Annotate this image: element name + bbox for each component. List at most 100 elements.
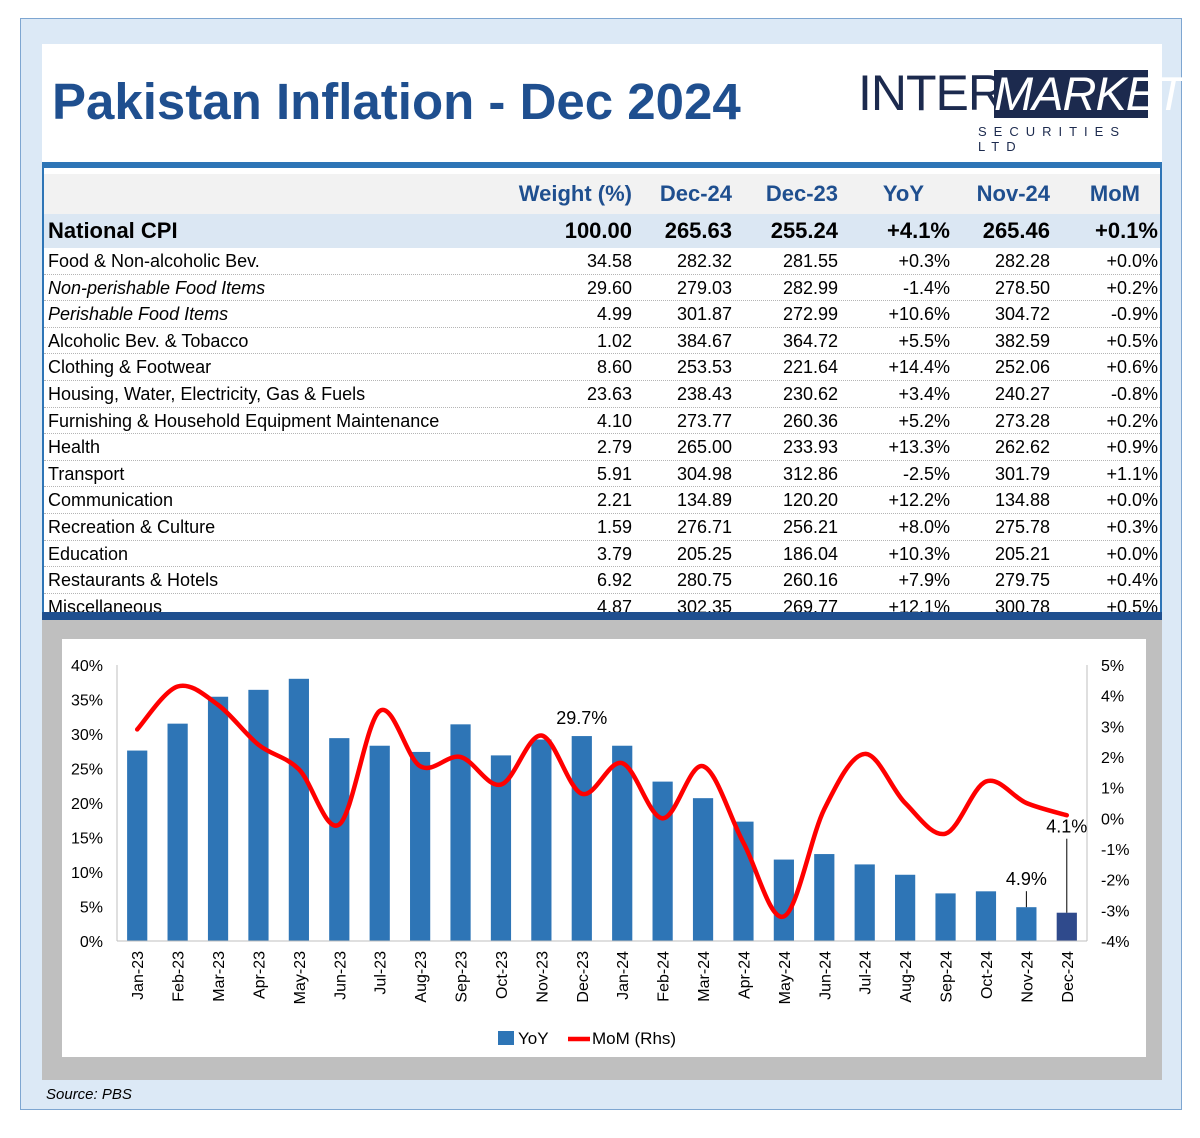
header-yoy: YoY (882, 181, 924, 206)
cell-nov24: 301.79 (994, 463, 1050, 484)
table-row: Food & Non-alcoholic Bev. 34.58 282.32 281.… (44, 248, 1160, 275)
cell-dec24: 205.25 (676, 543, 732, 564)
row-label: Transport (48, 463, 125, 484)
yoy-bar (207, 696, 229, 941)
cell-nov24: 278.50 (994, 277, 1050, 298)
cell-weight: 3.79 (596, 543, 632, 564)
yoy-bar (410, 751, 431, 941)
x-tick-label: Sep-24 (939, 951, 956, 1003)
cell-weight: 8.60 (596, 357, 632, 378)
table-row: Health 2.79 265.00 233.93 +13.3% 262.62 +0.9% (44, 434, 1160, 461)
x-tick-label: Jun-23 (332, 951, 349, 1000)
y-right-tick-label: 3% (1101, 719, 1124, 736)
cell-mom: +0.5% (1106, 596, 1158, 617)
cell-dec23: 312.86 (782, 463, 838, 484)
table-bottom-rule (42, 612, 1162, 620)
cell-mom: +0.6% (1106, 357, 1158, 378)
cell-mom: +0.0% (1106, 490, 1158, 511)
row-label: Non-perishable Food Items (48, 277, 266, 298)
cell-dec23: 282.99 (782, 277, 838, 298)
cell-nov24: 300.78 (994, 596, 1050, 617)
cell-dec24: 253.53 (676, 357, 732, 378)
y-right-tick-label: -2% (1101, 873, 1129, 890)
cell-dec24: 273.77 (676, 410, 732, 431)
row-label: Communication (48, 490, 174, 511)
cell-nov24: 275.78 (994, 517, 1050, 537)
x-tick-label: Dec-24 (1060, 951, 1077, 1003)
national-nov24: 265.46 (982, 218, 1050, 243)
cpi-table: Weight (%) Dec-24 Dec-23 YoY Nov-24 MoM … (42, 162, 1162, 621)
y-left-tick-label: 20% (71, 796, 103, 813)
cell-weight: 23.63 (586, 384, 632, 404)
cell-nov24: 279.75 (994, 570, 1050, 591)
cell-weight: 4.99 (596, 304, 632, 325)
national-dec23: 255.24 (770, 218, 838, 243)
row-label: Food & Non-alcoholic Bev. (48, 251, 260, 271)
row-label: Education (48, 543, 129, 564)
mom-line (134, 683, 1070, 919)
header-dec24: Dec-24 (659, 181, 732, 206)
cell-weight: 1.59 (596, 517, 632, 537)
national-yoy: +4.1% (887, 218, 950, 243)
table-row: Transport 5.91 304.98 312.86 -2.5% 301.79 +1.1… (44, 461, 1160, 488)
cell-weight: 6.92 (596, 570, 632, 591)
y-left-tick-label: 40% (71, 658, 103, 675)
y-left-tick-label: 0% (80, 934, 103, 951)
x-tick-label: Aug-24 (898, 951, 915, 1003)
cell-dec24: 384.67 (676, 330, 732, 351)
y-left-tick-label: 35% (71, 693, 103, 710)
yoy-bar (167, 723, 188, 941)
cell-nov24: 240.27 (994, 384, 1050, 404)
x-tick-label: Jul-23 (373, 951, 390, 995)
cell-yoy: +12.2% (888, 490, 950, 511)
cell-yoy: +8.0% (898, 517, 950, 537)
yoy-bar (935, 893, 956, 941)
cell-weight: 29.60 (586, 277, 632, 298)
row-label: Recreation & Culture (48, 517, 216, 537)
x-tick-label: Apr-24 (736, 951, 753, 999)
x-tick-label: Sep-23 (454, 951, 471, 1003)
row-label: Health (48, 437, 101, 458)
x-tick-label: Feb-24 (656, 951, 673, 1002)
yoy-bar (854, 864, 875, 941)
yoy-bar (288, 678, 309, 941)
yoy-bar (127, 750, 148, 941)
y-right-tick-label: -3% (1101, 903, 1129, 920)
yoy-bar (1056, 912, 1077, 941)
y-right-tick-label: -1% (1101, 842, 1129, 859)
cell-mom: +0.0% (1106, 543, 1158, 564)
cell-mom: +0.9% (1106, 437, 1158, 458)
cell-mom: -0.8% (1110, 384, 1158, 404)
cell-dec24: 302.35 (676, 596, 732, 617)
cell-nov24: 252.06 (994, 357, 1050, 378)
row-label: Furnishing & Household Equipment Mainten… (48, 410, 440, 431)
cell-nov24: 282.28 (994, 251, 1050, 271)
row-label: Restaurants & Hotels (48, 570, 219, 591)
cell-weight: 2.79 (596, 437, 632, 458)
chart-area: 0% 5% 10% 15% 20% 25% 30% 35% 40% -4% -3% -2% -1% 0% 1… (62, 639, 1146, 1057)
x-tick-label: Apr-23 (251, 951, 268, 999)
cell-dec24: 280.75 (676, 570, 732, 591)
x-tick-label: Nov-23 (534, 951, 551, 1003)
header-nov24: Nov-24 (976, 181, 1050, 206)
yoy-bar (773, 859, 794, 941)
y-left-tick-label: 5% (80, 900, 103, 917)
cell-yoy: +0.3% (898, 251, 950, 271)
cell-dec23: 233.93 (782, 437, 838, 458)
y-right-tick-label: 4% (1101, 689, 1124, 706)
yoy-bar (248, 689, 269, 941)
cell-nov24: 134.88 (994, 490, 1050, 511)
cell-dec23: 269.77 (782, 596, 838, 617)
cell-mom: +0.3% (1106, 517, 1158, 537)
cell-mom: -0.9% (1110, 304, 1158, 325)
yoy-bar (814, 854, 835, 941)
cell-nov24: 382.59 (994, 330, 1050, 351)
cell-dec24: 134.89 (676, 490, 732, 511)
cell-mom: +1.1% (1106, 463, 1158, 484)
cell-nov24: 304.72 (994, 304, 1050, 325)
table-row: Communication 2.21 134.89 120.20 +12.2% 134.8… (44, 487, 1160, 514)
x-tick-label: Nov-24 (1019, 951, 1036, 1003)
source-note: Source: PBS (46, 1086, 132, 1103)
row-label: Housing, Water, Electricity, Gas & Fuels (48, 384, 366, 404)
yoy-bar (895, 874, 916, 941)
